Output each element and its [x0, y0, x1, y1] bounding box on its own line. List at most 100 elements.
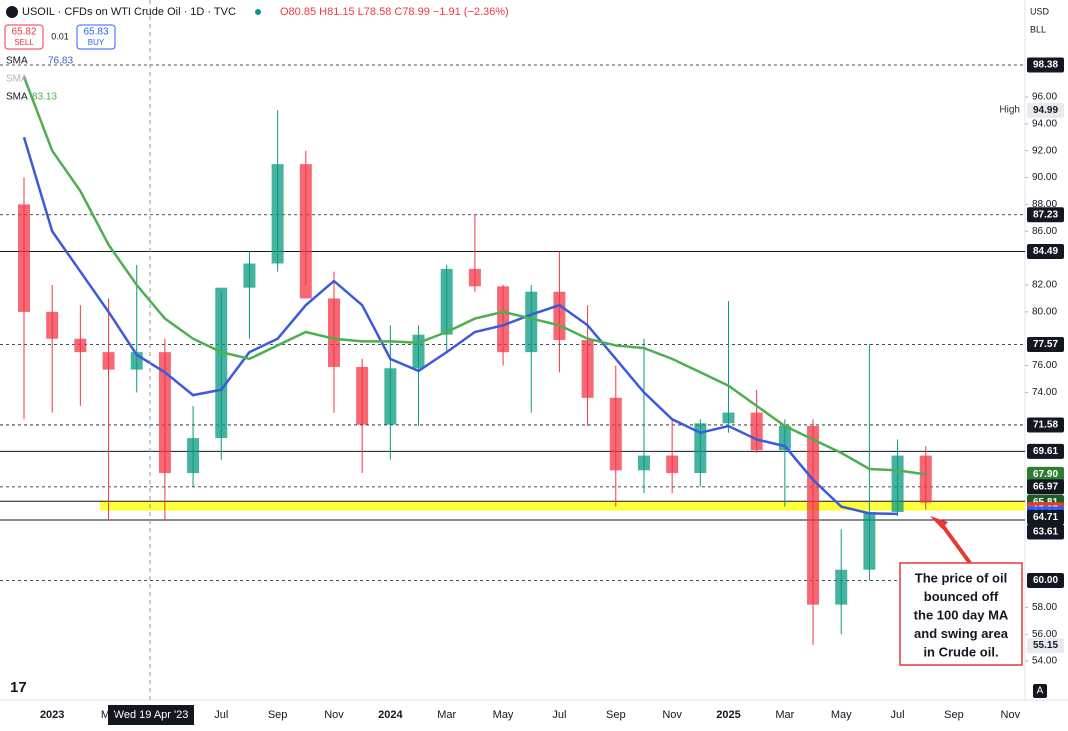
price-badge [1027, 103, 1064, 119]
price-badge-label: 98.38 [1033, 60, 1058, 71]
x-tick-label: Jul [214, 709, 228, 721]
candle-body [863, 511, 876, 570]
high-label: High [999, 105, 1020, 116]
price-badge-label: 67.90 [1033, 469, 1058, 480]
price-badge [1027, 207, 1064, 223]
x-tick-label: Mar [437, 709, 456, 721]
y-tick-label: 82.00 [1032, 280, 1057, 291]
candle-body [243, 263, 256, 288]
y-tick-label: 88.00 [1032, 199, 1057, 210]
candle-body [497, 286, 510, 353]
buy-price: 65.83 [83, 27, 108, 38]
legend-name: SMA [6, 92, 28, 103]
auto-icon: A [1037, 686, 1044, 697]
candle-body [525, 291, 538, 353]
ohlc: O80.85 H81.15 L78.58 C78.99 −1.91 (−2.36… [280, 6, 509, 18]
sma-line [22, 136, 898, 516]
buy-button[interactable] [76, 24, 116, 50]
logo: 17 [10, 679, 27, 696]
annotation-text: the 100 day MA [914, 607, 1009, 622]
x-tick-label: Mar [775, 709, 794, 721]
candle-body [807, 426, 820, 605]
sell-label: SELL [14, 38, 34, 47]
candle-body [919, 455, 932, 503]
auto-button[interactable] [1033, 684, 1047, 698]
price-badge-label: 94.99 [1033, 105, 1058, 116]
price-badge-label: 84.49 [1033, 246, 1058, 257]
candle-body [722, 412, 735, 424]
y-tick-label: 56.00 [1032, 629, 1057, 640]
annotation-text: and swing area [914, 626, 1009, 641]
candle-body [327, 298, 340, 367]
candle-body [74, 338, 87, 353]
y-tick-label: 86.00 [1032, 226, 1057, 237]
y-tick-label: 80.00 [1032, 306, 1057, 317]
crosshair-box [108, 705, 194, 725]
price-badge [1027, 57, 1064, 73]
price-badge-label: 71.58 [1033, 420, 1058, 431]
candle-body [581, 340, 594, 398]
price-badge-label: 66.97 [1033, 481, 1058, 492]
legend-value: 76.83 [48, 56, 73, 67]
y-tick-label: 58.00 [1032, 602, 1057, 613]
annotation-box [899, 562, 1023, 666]
price-badge-label: 64.71 [1033, 512, 1058, 523]
x-tick-label: Nov [1001, 709, 1021, 721]
symbol-icon [6, 6, 18, 18]
x-tick-label: May [493, 709, 514, 721]
candle-body [891, 455, 904, 512]
candle-body [158, 352, 171, 474]
buy-label: BUY [88, 38, 105, 47]
candle-body [102, 352, 115, 370]
price-badge-label: 63.61 [1033, 527, 1058, 538]
price-badge-label: 69.61 [1033, 446, 1058, 457]
sma-line [22, 76, 926, 476]
candle-body [778, 426, 791, 451]
price-badge-label: 77.57 [1033, 339, 1058, 350]
price-badge-label: 87.23 [1033, 209, 1058, 220]
candle-body [609, 397, 622, 471]
arrow [938, 520, 972, 565]
crosshair-date: Wed 19 Apr '23 [114, 709, 189, 721]
price-badge [1027, 466, 1064, 482]
sell-button[interactable] [4, 24, 44, 50]
candle-body [440, 268, 453, 335]
price-badge [1027, 479, 1064, 495]
chart-title: USOIL · CFDs on WTI Crude Oil · 1D · TVC [22, 6, 236, 18]
candle-body [187, 438, 200, 474]
price-badge [1027, 524, 1064, 540]
x-tick-label: Sep [268, 709, 288, 721]
currency: USD [1030, 6, 1050, 16]
candle-body [18, 204, 30, 312]
price-badge [1027, 509, 1064, 525]
price-badge-label: 60.00 [1033, 575, 1058, 586]
x-tick-label: Nov [324, 709, 344, 721]
y-tick-label: 90.00 [1032, 172, 1057, 183]
price-badge [1027, 572, 1064, 588]
candle-body [553, 291, 566, 341]
candle-body [46, 311, 59, 339]
overlay: USOIL · CFDs on WTI Crude Oil · 1D · TVC… [4, 0, 1064, 725]
candle-body [384, 368, 397, 425]
candle-body [271, 164, 284, 264]
y-tick-label: 96.00 [1032, 92, 1057, 103]
y-tick-label: 92.00 [1032, 145, 1057, 156]
x-tick-label: Ma [101, 709, 117, 721]
candle-body [694, 423, 707, 474]
x-tick-label: Sep [606, 709, 626, 721]
x-tick-label: Nov [662, 709, 682, 721]
price-badge-label: 55.15 [1033, 640, 1058, 651]
unit: BLL [1030, 24, 1046, 34]
plot-area [0, 64, 1025, 645]
legend-name: SMA [6, 74, 28, 85]
candle-body [299, 164, 312, 299]
candle-body [356, 366, 369, 425]
annotation-text: bounced off [924, 589, 999, 604]
y-tick-label: 94.00 [1032, 118, 1057, 129]
x-tick-label: Sep [944, 709, 964, 721]
candle-body [666, 455, 679, 474]
candle-body [215, 287, 228, 439]
x-tick-label: 2023 [40, 709, 64, 721]
